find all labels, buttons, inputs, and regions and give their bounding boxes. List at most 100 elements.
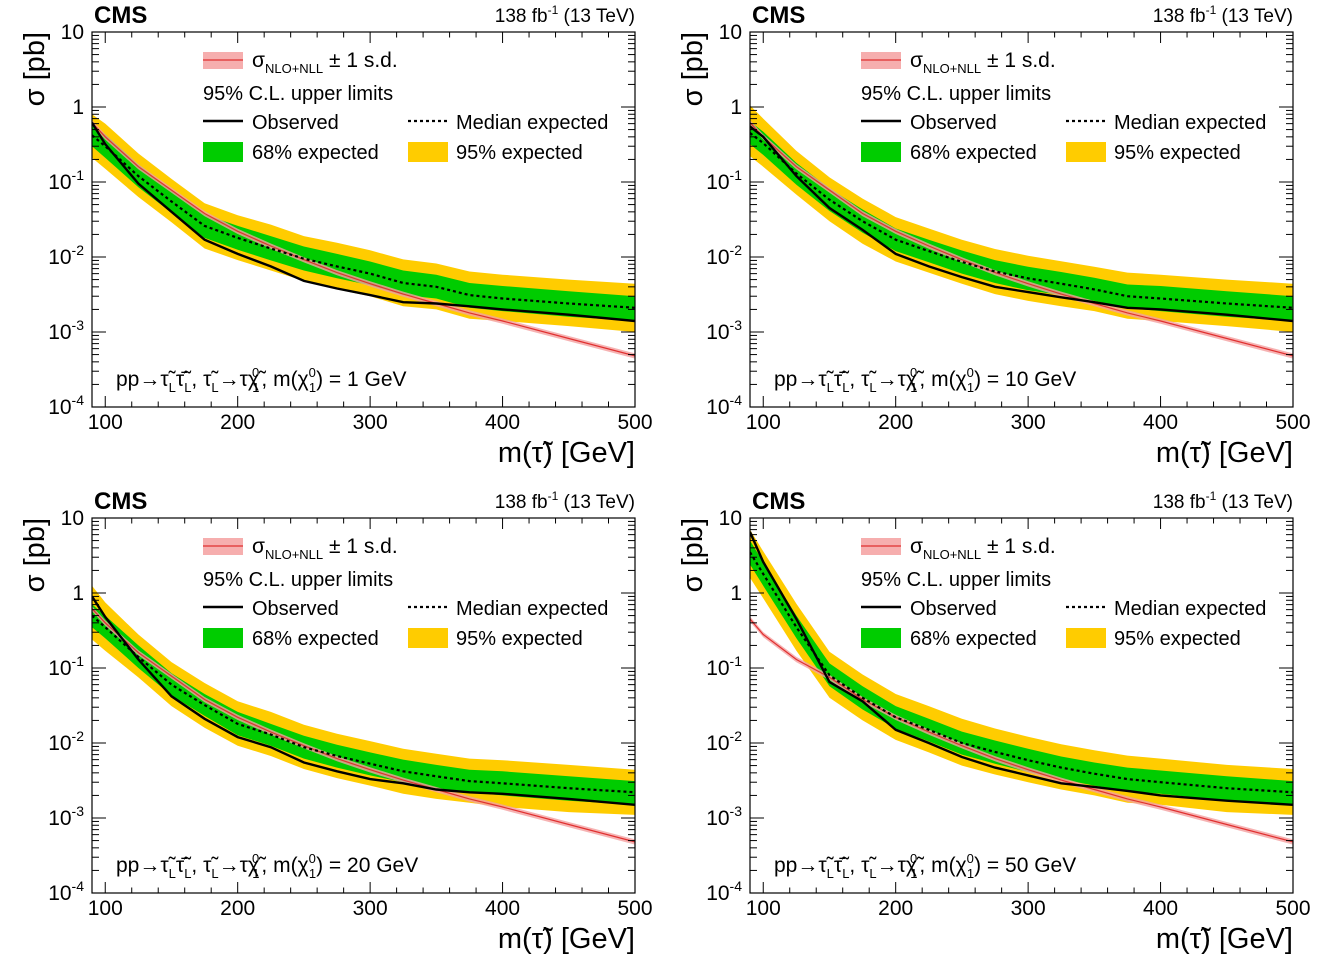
observed-line	[750, 531, 1293, 806]
x-tick-label: 100	[88, 411, 123, 434]
process-suffix: ) =	[974, 368, 1005, 391]
process-label: pp→τ̃Lτ̃̄L, τ̃L→τχ̃0 1, m(χ0 1) = 1 GeV	[116, 365, 407, 395]
y-tick-base: 10	[61, 507, 84, 530]
sub-1: 1	[967, 380, 974, 395]
x-axis-label: m(τ̃) [GeV]	[1156, 923, 1293, 955]
legend-68-label: 68% expected	[252, 628, 379, 650]
sub-l: L	[211, 380, 218, 395]
lumi-unit-exp: -1	[1206, 489, 1217, 503]
legend-68-label: 68% expected	[910, 628, 1037, 650]
process-mid: ,	[191, 854, 203, 877]
legend-median-label: Median expected	[1114, 112, 1266, 134]
legend-theory-sub: NLO+NLL	[923, 547, 981, 562]
process-mid: ,	[849, 854, 861, 877]
y-tick-base: 1	[72, 96, 84, 119]
sub-1: 1	[967, 866, 974, 881]
x-tick-label: 100	[88, 897, 123, 920]
sub-l: L	[842, 866, 849, 881]
chart-panel-1: 100 200 300 400 50010-410-310-210-1110m(τ̃) …	[19, 2, 653, 469]
sub-l: L	[869, 866, 876, 881]
x-tick-label: 500	[617, 411, 652, 434]
lumi-label: 138 fb-1 (13 TeV)	[1153, 489, 1293, 513]
x-tick-label: 500	[1275, 897, 1310, 920]
y-tick-label: 10-3	[48, 803, 84, 830]
chart-panel-2: 100 200 300 400 50010-410-310-210-1110m(τ̃) …	[677, 2, 1311, 469]
x-tick-label: 300	[353, 411, 388, 434]
sub-l: L	[842, 380, 849, 395]
median-expected-line	[92, 614, 635, 794]
y-tick-base: 10	[719, 507, 742, 530]
sub-1: 1	[309, 866, 316, 881]
y-tick-base: 10	[719, 21, 742, 44]
x-tick-label: 400	[1143, 411, 1178, 434]
sub-l: L	[184, 380, 191, 395]
y-tick-exp: -1	[72, 167, 85, 183]
cms-label: CMS	[94, 488, 147, 515]
lumi-value: 138 fb	[1153, 6, 1206, 27]
x-axis-label: m(τ̃) [GeV]	[1156, 437, 1293, 469]
band-68-expected	[92, 604, 635, 805]
plot-area	[750, 105, 1293, 359]
plot-area	[750, 529, 1293, 845]
y-tick-label: 1	[730, 582, 742, 605]
sub-l: L	[211, 866, 218, 881]
sub-1: 1	[252, 380, 259, 395]
y-tick-label: 10-1	[706, 167, 742, 194]
y-tick-exp: -3	[72, 317, 85, 333]
legend-theory-label: σNLO+NLL ± 1 s.d.	[910, 535, 1056, 562]
legend-theory-sym: σ	[252, 535, 265, 558]
y-axis-label: σ [pb]	[677, 518, 709, 592]
legend-theory-sym: σ	[910, 535, 923, 558]
y-tick-label: 10-4	[706, 878, 742, 905]
y-tick-base: 1	[72, 582, 84, 605]
plot-area	[92, 585, 635, 845]
x-tick-label: 400	[485, 411, 520, 434]
y-tick-base: 10	[48, 657, 71, 680]
x-tick-label: 300	[1011, 897, 1046, 920]
y-tick-base: 10	[48, 171, 71, 194]
decay-sym: →τχ̃	[877, 368, 925, 391]
y-tick-exp: -3	[72, 803, 85, 819]
legend-theory-sym: σ	[252, 49, 265, 72]
y-tick-label: 10	[61, 507, 84, 530]
y-tick-label: 10-1	[48, 167, 84, 194]
y-tick-label: 1	[72, 96, 84, 119]
neutralino-mass: 50 GeV	[1005, 854, 1076, 877]
y-tick-label: 10-4	[48, 392, 84, 419]
y-tick-base: 10	[48, 396, 71, 419]
lumi-value: 138 fb	[1153, 492, 1206, 513]
legend-limits-title: 95% C.L. upper limits	[861, 569, 1051, 591]
band-68-expected	[750, 540, 1293, 805]
legend-68-swatch	[203, 142, 243, 162]
sub-l: L	[869, 380, 876, 395]
y-tick-base: 10	[48, 732, 71, 755]
sub-l: L	[827, 380, 834, 395]
x-tick-label: 200	[220, 897, 255, 920]
energy-label: (13 TeV)	[558, 6, 635, 27]
y-tick-base: 10	[48, 246, 71, 269]
energy-label: (13 TeV)	[1216, 492, 1293, 513]
y-tick-label: 10-2	[48, 728, 84, 755]
legend: σNLO+NLL ± 1 s.d. 95% C.L. upper limits Ob…	[861, 49, 1266, 164]
legend-95-label: 95% expected	[456, 628, 583, 650]
band-95-expected	[750, 105, 1293, 333]
y-tick-label: 10-3	[48, 317, 84, 344]
x-tick-label: 500	[617, 897, 652, 920]
y-tick-label: 10-3	[706, 317, 742, 344]
legend-theory-suffix: ± 1 s.d.	[323, 49, 398, 72]
sub-1: 1	[309, 380, 316, 395]
process-suffix: ) =	[316, 854, 347, 877]
sub-1: 1	[252, 866, 259, 881]
median-expected-line	[750, 551, 1293, 794]
legend-68-label: 68% expected	[910, 142, 1037, 164]
x-tick-label: 400	[1143, 897, 1178, 920]
legend-theory-label: σNLO+NLL ± 1 s.d.	[252, 535, 398, 562]
x-tick-label: 300	[1011, 411, 1046, 434]
legend: σNLO+NLL ± 1 s.d. 95% C.L. upper limits Ob…	[203, 49, 608, 164]
y-tick-base: 10	[706, 732, 729, 755]
median-expected-line	[92, 134, 635, 309]
legend-95-label: 95% expected	[1114, 628, 1241, 650]
y-tick-base: 10	[706, 246, 729, 269]
y-tick-base: 10	[706, 396, 729, 419]
process-suffix: ) =	[316, 368, 347, 391]
